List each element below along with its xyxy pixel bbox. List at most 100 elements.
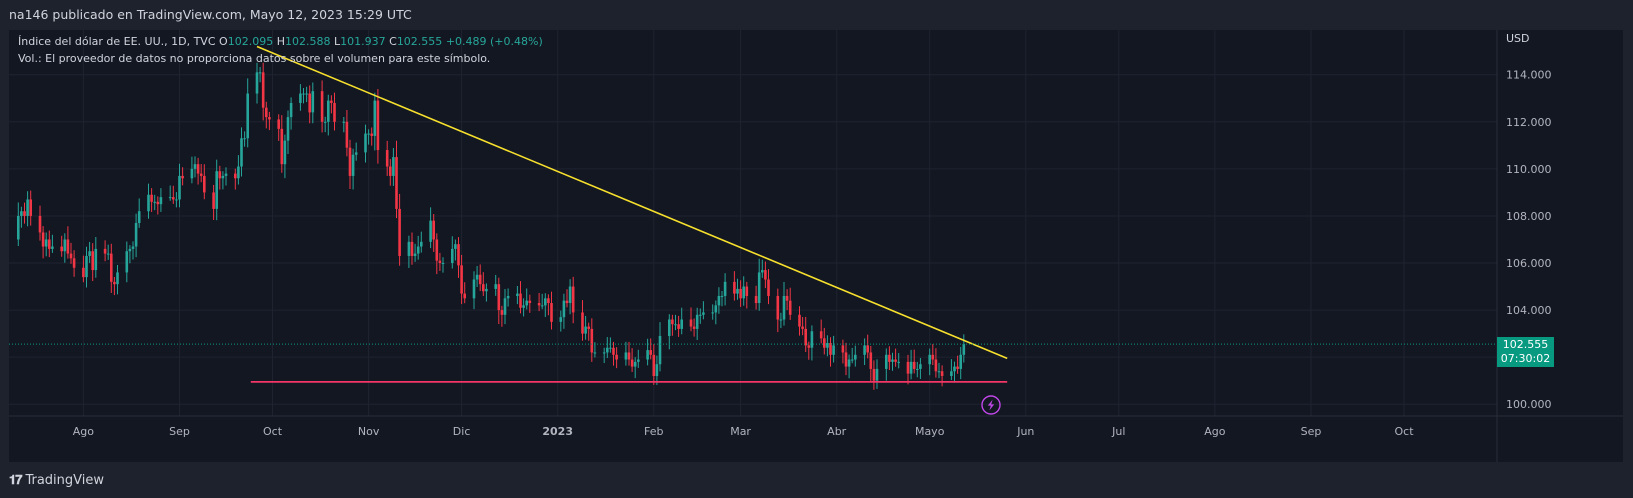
x-tick-label: Oct — [1394, 425, 1414, 438]
candle-body — [615, 354, 618, 360]
candles-series — [17, 62, 966, 390]
candle-body — [745, 286, 749, 296]
candle-body — [832, 345, 835, 355]
candle-body — [959, 354, 962, 369]
candle-body — [311, 91, 315, 113]
candle-body — [503, 298, 507, 315]
x-tick-label: Oct — [263, 425, 283, 438]
candle-body — [940, 371, 944, 376]
candle-body — [258, 72, 262, 74]
candle-body — [432, 220, 435, 240]
chart-frame[interactable]: 100.000102.000104.000106.000108.000110.0… — [9, 30, 1623, 462]
candle-body — [587, 326, 590, 329]
lightning-icon[interactable] — [981, 395, 1001, 415]
candle-body — [869, 352, 873, 369]
change-value: +0.489 (+0.48%) — [445, 35, 543, 48]
candle-body — [540, 305, 544, 307]
candle-body — [190, 168, 194, 179]
candle-body — [699, 314, 702, 316]
candle-body — [844, 352, 848, 367]
candle-body — [38, 215, 42, 233]
candle-body — [522, 305, 525, 308]
candle-body — [906, 361, 910, 374]
candle-body — [776, 295, 780, 320]
candle-body — [17, 215, 20, 240]
candle-body — [438, 260, 442, 264]
candle-body — [956, 366, 959, 369]
brand-name: TradingView — [25, 472, 105, 488]
candle-body — [624, 352, 628, 360]
candle-body — [305, 93, 308, 95]
candle-body — [519, 293, 522, 308]
candle-body — [888, 354, 891, 362]
candle-body — [562, 300, 566, 318]
candle-body — [203, 175, 206, 193]
candle-body — [565, 300, 569, 304]
candle-body — [237, 166, 240, 179]
y-tick-label: 108.000 — [1506, 210, 1552, 223]
candle-body — [85, 255, 88, 278]
candle-body — [308, 93, 311, 113]
candle-body — [94, 248, 98, 271]
price-chart[interactable]: 100.000102.000104.000106.000108.000110.0… — [9, 30, 1623, 462]
candle-body — [299, 93, 302, 103]
candle-body — [863, 345, 866, 355]
candle-body — [113, 281, 116, 285]
x-tick-label: Feb — [644, 425, 663, 438]
candle-body — [457, 244, 460, 266]
candle-body — [609, 347, 612, 349]
candle-body — [953, 366, 956, 372]
candle-body — [807, 345, 811, 348]
candle-body — [717, 295, 721, 306]
candle-body — [125, 251, 129, 273]
candle-body — [41, 232, 45, 247]
low-value: 101.937 — [340, 35, 386, 48]
candle-body — [544, 298, 547, 306]
footer[interactable]: 𝟏𝟕 TradingView — [9, 470, 104, 490]
candle-body — [801, 326, 804, 329]
candle-body — [500, 310, 504, 315]
candle-body — [593, 352, 597, 354]
candle-body — [612, 347, 615, 355]
candle-body — [44, 239, 48, 247]
candle-body — [280, 128, 284, 165]
candle-body — [212, 192, 215, 209]
candle-body — [671, 319, 674, 325]
candle-body — [116, 272, 119, 285]
candle-body — [934, 359, 938, 372]
y-tick-label: 114.000 — [1506, 69, 1552, 82]
chart-legend: Índice del dólar de EE. UU., 1D, TVC O10… — [18, 33, 543, 67]
candle-body — [875, 368, 879, 381]
candle-body — [364, 133, 367, 153]
currency-label: USD — [1506, 32, 1530, 45]
candle-body — [454, 244, 457, 249]
candle-body — [841, 345, 845, 353]
candle-body — [475, 274, 479, 280]
x-tick-label: Sep — [1301, 425, 1322, 438]
candle-body — [385, 150, 389, 167]
candle-body — [767, 279, 770, 296]
candle-body — [460, 265, 463, 294]
open-value: 102.095 — [227, 35, 274, 48]
candle-body — [627, 352, 631, 360]
candle-body — [234, 173, 237, 179]
candle-body — [885, 354, 888, 369]
x-tick-label: Jun — [1016, 425, 1034, 438]
candle-body — [692, 326, 696, 329]
candle-body — [66, 239, 70, 254]
x-tick-label: Abr — [827, 425, 847, 438]
x-tick-label: Jul — [1111, 425, 1125, 438]
candle-body — [156, 201, 160, 205]
candle-body — [674, 324, 677, 326]
candle-body — [333, 102, 336, 122]
candle-body — [550, 303, 553, 322]
candle-body — [757, 272, 761, 304]
candle-body — [172, 197, 175, 200]
close-value: 102.555 — [396, 35, 443, 48]
candle-body — [761, 270, 764, 273]
candle-body — [736, 288, 739, 294]
low-label: L — [333, 35, 341, 48]
x-tick-label: 2023 — [542, 425, 573, 438]
candle-body — [246, 93, 249, 139]
candle-body — [695, 314, 699, 329]
